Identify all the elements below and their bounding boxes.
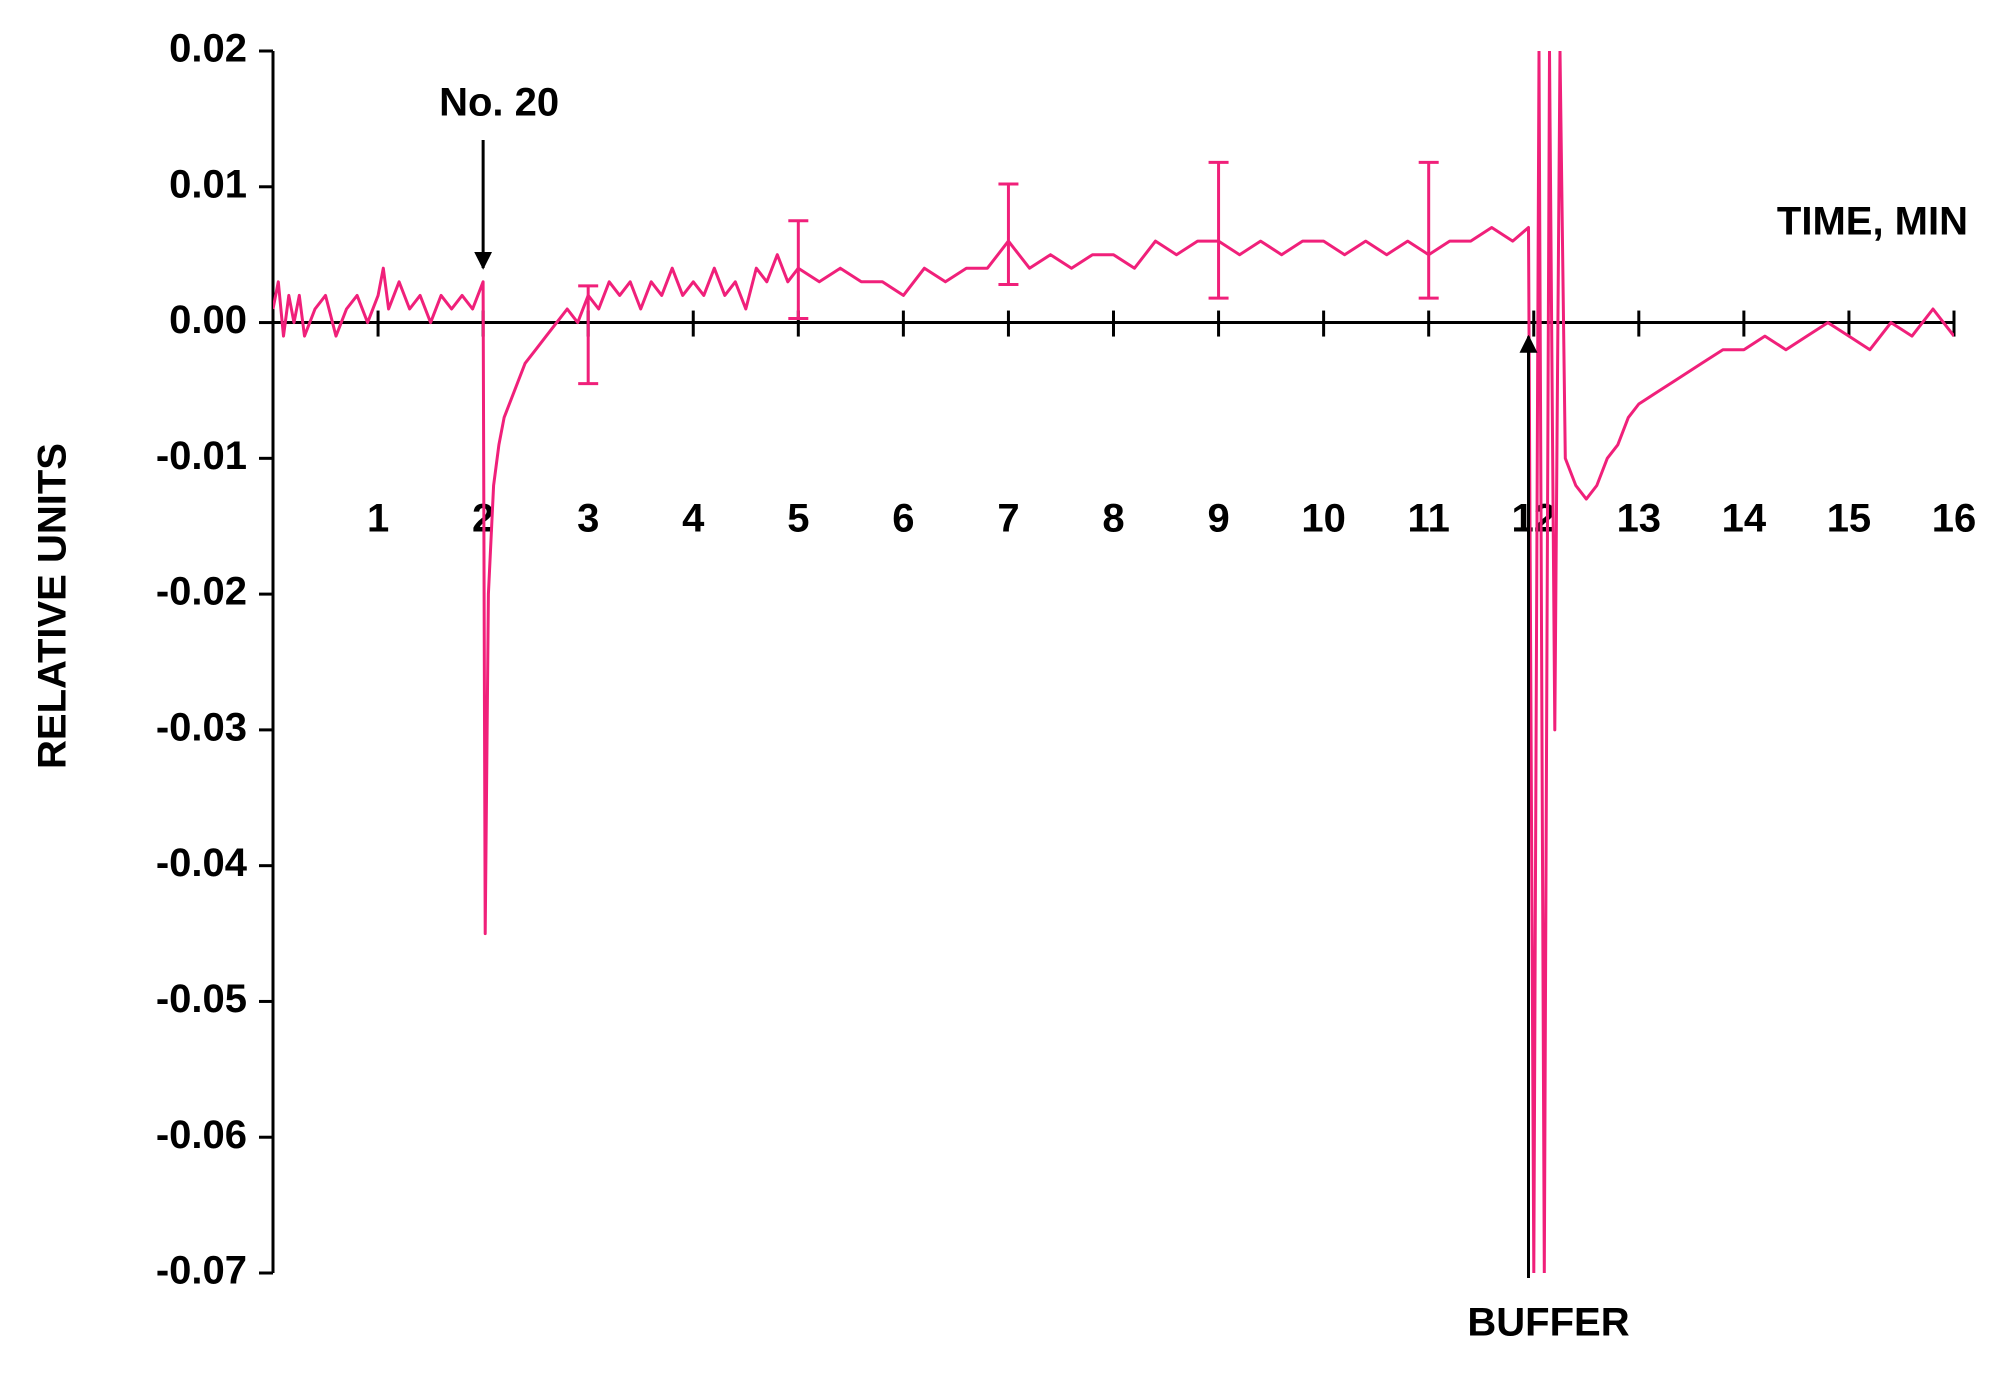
error-bar bbox=[788, 219, 809, 320]
y-tick-label: -0.06 bbox=[156, 1113, 247, 1157]
x-tick-label: 14 bbox=[1722, 496, 1767, 540]
x-tick-label: 6 bbox=[892, 496, 914, 540]
error-bar bbox=[998, 182, 1019, 287]
x-tick-label: 3 bbox=[577, 496, 599, 540]
y-tick-label: 0.01 bbox=[169, 162, 247, 206]
y-tick-label: 0.00 bbox=[169, 298, 247, 342]
y-tick-label: -0.04 bbox=[156, 841, 248, 885]
x-tick-label: 5 bbox=[787, 496, 809, 540]
x-tick-label: 4 bbox=[682, 496, 705, 540]
error-bar bbox=[1418, 160, 1439, 300]
x-tick-label: 1 bbox=[367, 496, 389, 540]
x-tick-label: 13 bbox=[1617, 496, 1662, 540]
x-axis-label: TIME, MIN bbox=[1777, 200, 1968, 244]
x-tick-label: 8 bbox=[1102, 496, 1124, 540]
plot-area bbox=[273, 51, 1954, 1273]
x-tick-label: 12 bbox=[1512, 496, 1557, 540]
y-tick-label: -0.05 bbox=[156, 977, 247, 1021]
error-bar bbox=[578, 284, 599, 386]
y-tick-label: -0.01 bbox=[156, 434, 247, 478]
y-axis-label: RELATIVE UNITS bbox=[31, 443, 75, 769]
x-tick-label: 16 bbox=[1932, 496, 1977, 540]
data-line bbox=[273, 51, 1954, 1273]
y-tick-label: 0.02 bbox=[169, 27, 247, 71]
annotation: BUFFER bbox=[1467, 1301, 1629, 1345]
y-tick-label: -0.02 bbox=[156, 570, 247, 614]
x-tick-label: 7 bbox=[997, 496, 1019, 540]
error-bar bbox=[1208, 160, 1229, 300]
x-tick-label: 15 bbox=[1827, 496, 1872, 540]
y-tick-label: -0.03 bbox=[156, 705, 247, 749]
x-tick-label: 10 bbox=[1301, 496, 1346, 540]
y-tick-label: -0.07 bbox=[156, 1249, 247, 1293]
x-tick-label: 9 bbox=[1207, 496, 1229, 540]
annotation: No. 20 bbox=[439, 81, 559, 125]
x-tick-label: 11 bbox=[1408, 496, 1450, 540]
